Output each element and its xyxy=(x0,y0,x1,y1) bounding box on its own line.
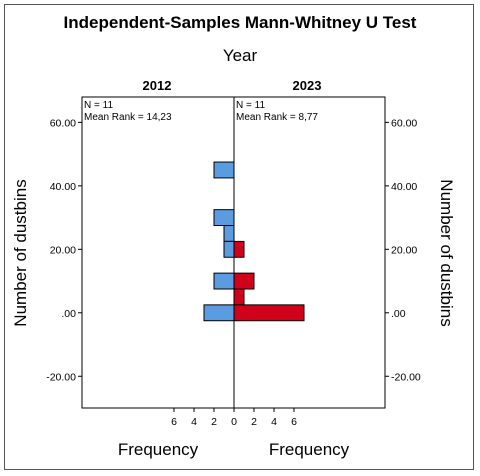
y-tick-label-left: .00 xyxy=(61,308,76,320)
panel-label-2023: 2023 xyxy=(293,78,322,93)
bar-2023-2 xyxy=(233,288,245,306)
bar-2012-5 xyxy=(203,304,235,322)
y-tick-label-left: 40.00 xyxy=(50,181,76,193)
x-tick-label: 4 xyxy=(271,416,277,428)
bar-2012-3 xyxy=(223,240,235,258)
n-label-2012: N = 11 xyxy=(84,100,113,111)
x-axis-title-left: Frequency xyxy=(118,440,199,459)
mean-rank-label-2023: Mean Rank = 8,77 xyxy=(236,112,318,123)
y-tick-label-right: -20.00 xyxy=(391,371,421,383)
x-tick-label: 0 xyxy=(231,416,237,428)
x-ticks-layer: 6 4 2 0 2 4 6 xyxy=(171,408,297,428)
bar-2012-2 xyxy=(223,225,235,242)
y-ticks-layer: 60.00 60.00 40.00 40.00 20.00 20.00 .00 .00 -20.… xyxy=(46,117,421,383)
y-tick-label-left: 20.00 xyxy=(50,244,76,256)
y-tick-label-right: 20.00 xyxy=(391,244,417,256)
panel-label-2012: 2012 xyxy=(143,78,172,93)
bar-2012-1 xyxy=(213,209,235,227)
y-tick-label-left: 60.00 xyxy=(50,117,76,129)
x-tick-label: 2 xyxy=(211,416,217,428)
mean-rank-label-2012: Mean Rank = 14,23 xyxy=(84,112,172,123)
x-tick-label: 6 xyxy=(171,416,177,428)
n-label-2023: N = 11 xyxy=(236,100,265,111)
y-tick-label-right: 40.00 xyxy=(391,181,417,193)
bars-layer xyxy=(203,161,305,322)
y-tick-label-right: .00 xyxy=(391,308,406,320)
x-tick-label: 6 xyxy=(291,416,297,428)
bar-2012-0 xyxy=(213,161,235,179)
bar-2023-1 xyxy=(233,272,255,290)
bar-2012-4 xyxy=(213,272,235,290)
y-tick-label-right: 60.00 xyxy=(391,117,417,129)
bar-2023-0 xyxy=(233,240,245,258)
x-tick-label: 2 xyxy=(251,416,257,428)
y-axis-title-right: Number of dustbins xyxy=(437,179,456,326)
chart-subtitle: Year xyxy=(223,46,258,65)
x-axis-title-right: Frequency xyxy=(269,440,350,459)
bar-2023-3 xyxy=(233,304,305,322)
y-axis-title-left: Number of dustbins xyxy=(11,179,30,326)
chart-title: Independent-Samples Mann-Whitney U Test xyxy=(64,13,417,32)
x-tick-label: 4 xyxy=(191,416,197,428)
y-tick-label-left: -20.00 xyxy=(46,371,76,383)
